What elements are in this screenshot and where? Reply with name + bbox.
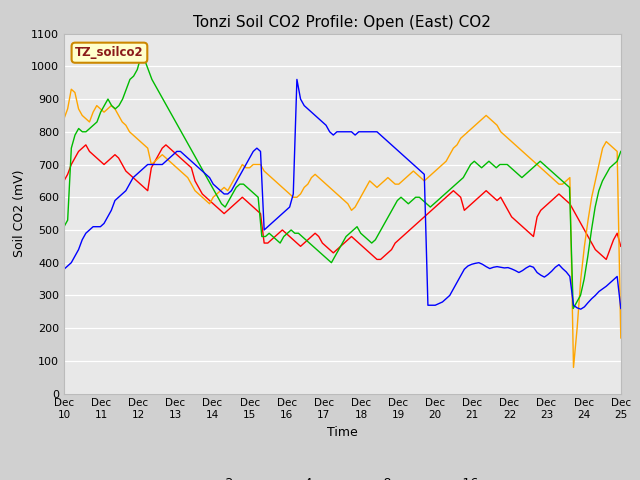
Text: TZ_soilco2: TZ_soilco2 xyxy=(75,46,144,59)
X-axis label: Time: Time xyxy=(327,426,358,439)
Legend: -2cm, -4cm, -8cm, -16cm: -2cm, -4cm, -8cm, -16cm xyxy=(182,472,503,480)
Title: Tonzi Soil CO2 Profile: Open (East) CO2: Tonzi Soil CO2 Profile: Open (East) CO2 xyxy=(193,15,492,30)
Y-axis label: Soil CO2 (mV): Soil CO2 (mV) xyxy=(13,170,26,257)
